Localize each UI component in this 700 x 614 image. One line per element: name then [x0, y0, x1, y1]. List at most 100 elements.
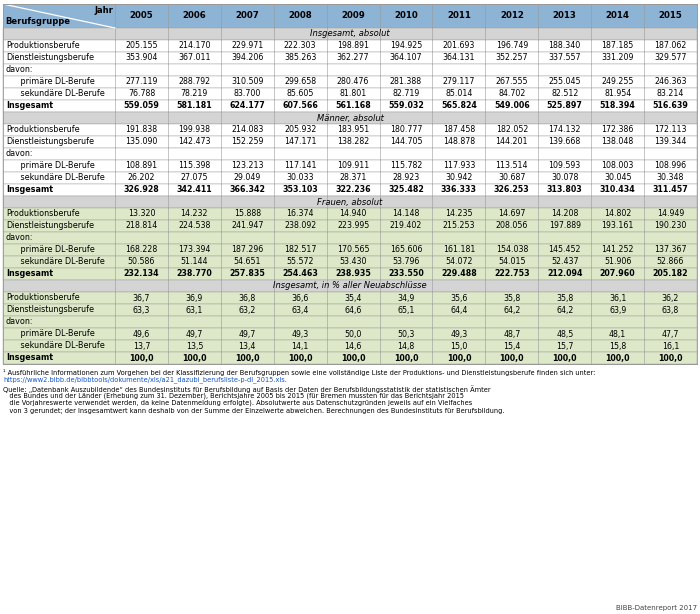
Bar — [3, 208, 697, 220]
Text: 138.282: 138.282 — [337, 138, 369, 147]
Text: Dienstleistungsberufe: Dienstleistungsberufe — [6, 306, 94, 314]
Text: 15,8: 15,8 — [609, 341, 626, 351]
Text: 35,6: 35,6 — [450, 293, 468, 303]
Text: 54.651: 54.651 — [234, 257, 261, 266]
Text: 214.170: 214.170 — [178, 42, 211, 50]
Text: davon:: davon: — [6, 66, 34, 74]
Text: 29.049: 29.049 — [234, 174, 261, 182]
Text: 49,7: 49,7 — [186, 330, 203, 338]
Bar — [3, 316, 697, 328]
Text: 108.996: 108.996 — [654, 161, 687, 171]
Text: 53.796: 53.796 — [392, 257, 420, 266]
Text: Insgesamt: Insgesamt — [6, 354, 53, 362]
Text: 207.960: 207.960 — [600, 270, 636, 279]
Text: sekundäre DL-Berufe: sekundäre DL-Berufe — [13, 90, 105, 98]
Bar — [3, 4, 697, 28]
Text: 15,0: 15,0 — [450, 341, 468, 351]
Text: 288.792: 288.792 — [178, 77, 211, 87]
Bar — [3, 232, 697, 244]
Text: 84.702: 84.702 — [498, 90, 526, 98]
Text: 322.236: 322.236 — [335, 185, 371, 195]
Text: 337.557: 337.557 — [549, 53, 581, 63]
Text: 191.838: 191.838 — [125, 125, 158, 134]
Text: 152.259: 152.259 — [231, 138, 263, 147]
Text: 15,7: 15,7 — [556, 341, 573, 351]
Text: Dienstleistungsberufe: Dienstleistungsberufe — [6, 222, 94, 230]
Text: 36,2: 36,2 — [662, 293, 679, 303]
Text: 28.923: 28.923 — [393, 174, 419, 182]
Text: 170.565: 170.565 — [337, 246, 370, 254]
Text: 48,1: 48,1 — [609, 330, 626, 338]
Text: 257.835: 257.835 — [230, 270, 265, 279]
Text: 14.208: 14.208 — [551, 209, 578, 219]
Text: 214.083: 214.083 — [231, 125, 263, 134]
Text: 34,9: 34,9 — [398, 293, 414, 303]
Text: 165.606: 165.606 — [390, 246, 422, 254]
Bar — [3, 172, 697, 184]
Text: 154.038: 154.038 — [496, 246, 528, 254]
Text: 64,4: 64,4 — [450, 306, 468, 314]
Text: 281.388: 281.388 — [390, 77, 422, 87]
Text: primäre DL-Berufe: primäre DL-Berufe — [13, 330, 94, 338]
Text: 36,7: 36,7 — [133, 293, 150, 303]
Bar — [3, 40, 697, 52]
Text: 187.458: 187.458 — [443, 125, 475, 134]
Text: 366.342: 366.342 — [230, 185, 265, 195]
Text: BIBB-Datenreport 2017: BIBB-Datenreport 2017 — [616, 605, 697, 611]
Text: 249.255: 249.255 — [601, 77, 634, 87]
Text: 190.230: 190.230 — [654, 222, 687, 230]
Text: 50,0: 50,0 — [344, 330, 362, 338]
Text: Insgesamt: Insgesamt — [6, 270, 53, 279]
Text: 182.517: 182.517 — [284, 246, 316, 254]
Text: 311.457: 311.457 — [652, 185, 688, 195]
Bar — [3, 184, 697, 196]
Text: 224.538: 224.538 — [178, 222, 211, 230]
Text: 353.103: 353.103 — [282, 185, 318, 195]
Text: 16,1: 16,1 — [662, 341, 679, 351]
Text: die Vorjahreswerte verwendet werden, da keine Datenmeldung erfolgte). Absolutwer: die Vorjahreswerte verwendet werden, da … — [3, 400, 473, 406]
Text: 174.132: 174.132 — [549, 125, 581, 134]
Text: 100,0: 100,0 — [341, 354, 365, 362]
Text: 352.257: 352.257 — [496, 53, 528, 63]
Text: 55.572: 55.572 — [286, 257, 314, 266]
Text: 246.363: 246.363 — [654, 77, 687, 87]
Text: 78.219: 78.219 — [181, 90, 208, 98]
Text: 313.803: 313.803 — [547, 185, 582, 195]
Text: 109.593: 109.593 — [549, 161, 581, 171]
Text: 35,8: 35,8 — [503, 293, 520, 303]
Text: 142.473: 142.473 — [178, 138, 211, 147]
Text: Insgesamt, absolut: Insgesamt, absolut — [310, 29, 390, 39]
Text: sekundäre DL-Berufe: sekundäre DL-Berufe — [13, 174, 105, 182]
Text: 187.185: 187.185 — [601, 42, 634, 50]
Text: 299.658: 299.658 — [284, 77, 316, 87]
Text: 168.228: 168.228 — [125, 246, 158, 254]
Text: des Bundes und der Länder (Erhebung zum 31. Dezember), Berichtsjahre 2005 bis 20: des Bundes und der Länder (Erhebung zum … — [3, 392, 464, 399]
Bar — [3, 4, 697, 364]
Text: 63,9: 63,9 — [609, 306, 626, 314]
Text: 229.488: 229.488 — [441, 270, 477, 279]
Text: 50.586: 50.586 — [128, 257, 155, 266]
Text: 148.878: 148.878 — [443, 138, 475, 147]
Text: 117.933: 117.933 — [442, 161, 475, 171]
Bar — [3, 292, 697, 304]
Text: 100,0: 100,0 — [606, 354, 630, 362]
Text: 2009: 2009 — [341, 12, 365, 20]
Text: 201.693: 201.693 — [442, 42, 475, 50]
Text: 196.749: 196.749 — [496, 42, 528, 50]
Text: 2015: 2015 — [659, 12, 682, 20]
Bar — [3, 304, 697, 316]
Text: 27.075: 27.075 — [181, 174, 208, 182]
Text: 14.949: 14.949 — [657, 209, 684, 219]
Text: 222.303: 222.303 — [284, 42, 316, 50]
Text: 172.386: 172.386 — [601, 125, 634, 134]
Text: 100,0: 100,0 — [500, 354, 524, 362]
Text: primäre DL-Berufe: primäre DL-Berufe — [13, 161, 94, 171]
Text: 310.434: 310.434 — [600, 185, 636, 195]
Text: 394.206: 394.206 — [231, 53, 263, 63]
Text: 14.802: 14.802 — [604, 209, 631, 219]
Text: primäre DL-Berufe: primäre DL-Berufe — [13, 246, 94, 254]
Text: Insgesamt: Insgesamt — [6, 185, 53, 195]
Text: 47,7: 47,7 — [662, 330, 679, 338]
Text: 63,4: 63,4 — [291, 306, 309, 314]
Text: 52.866: 52.866 — [657, 257, 684, 266]
